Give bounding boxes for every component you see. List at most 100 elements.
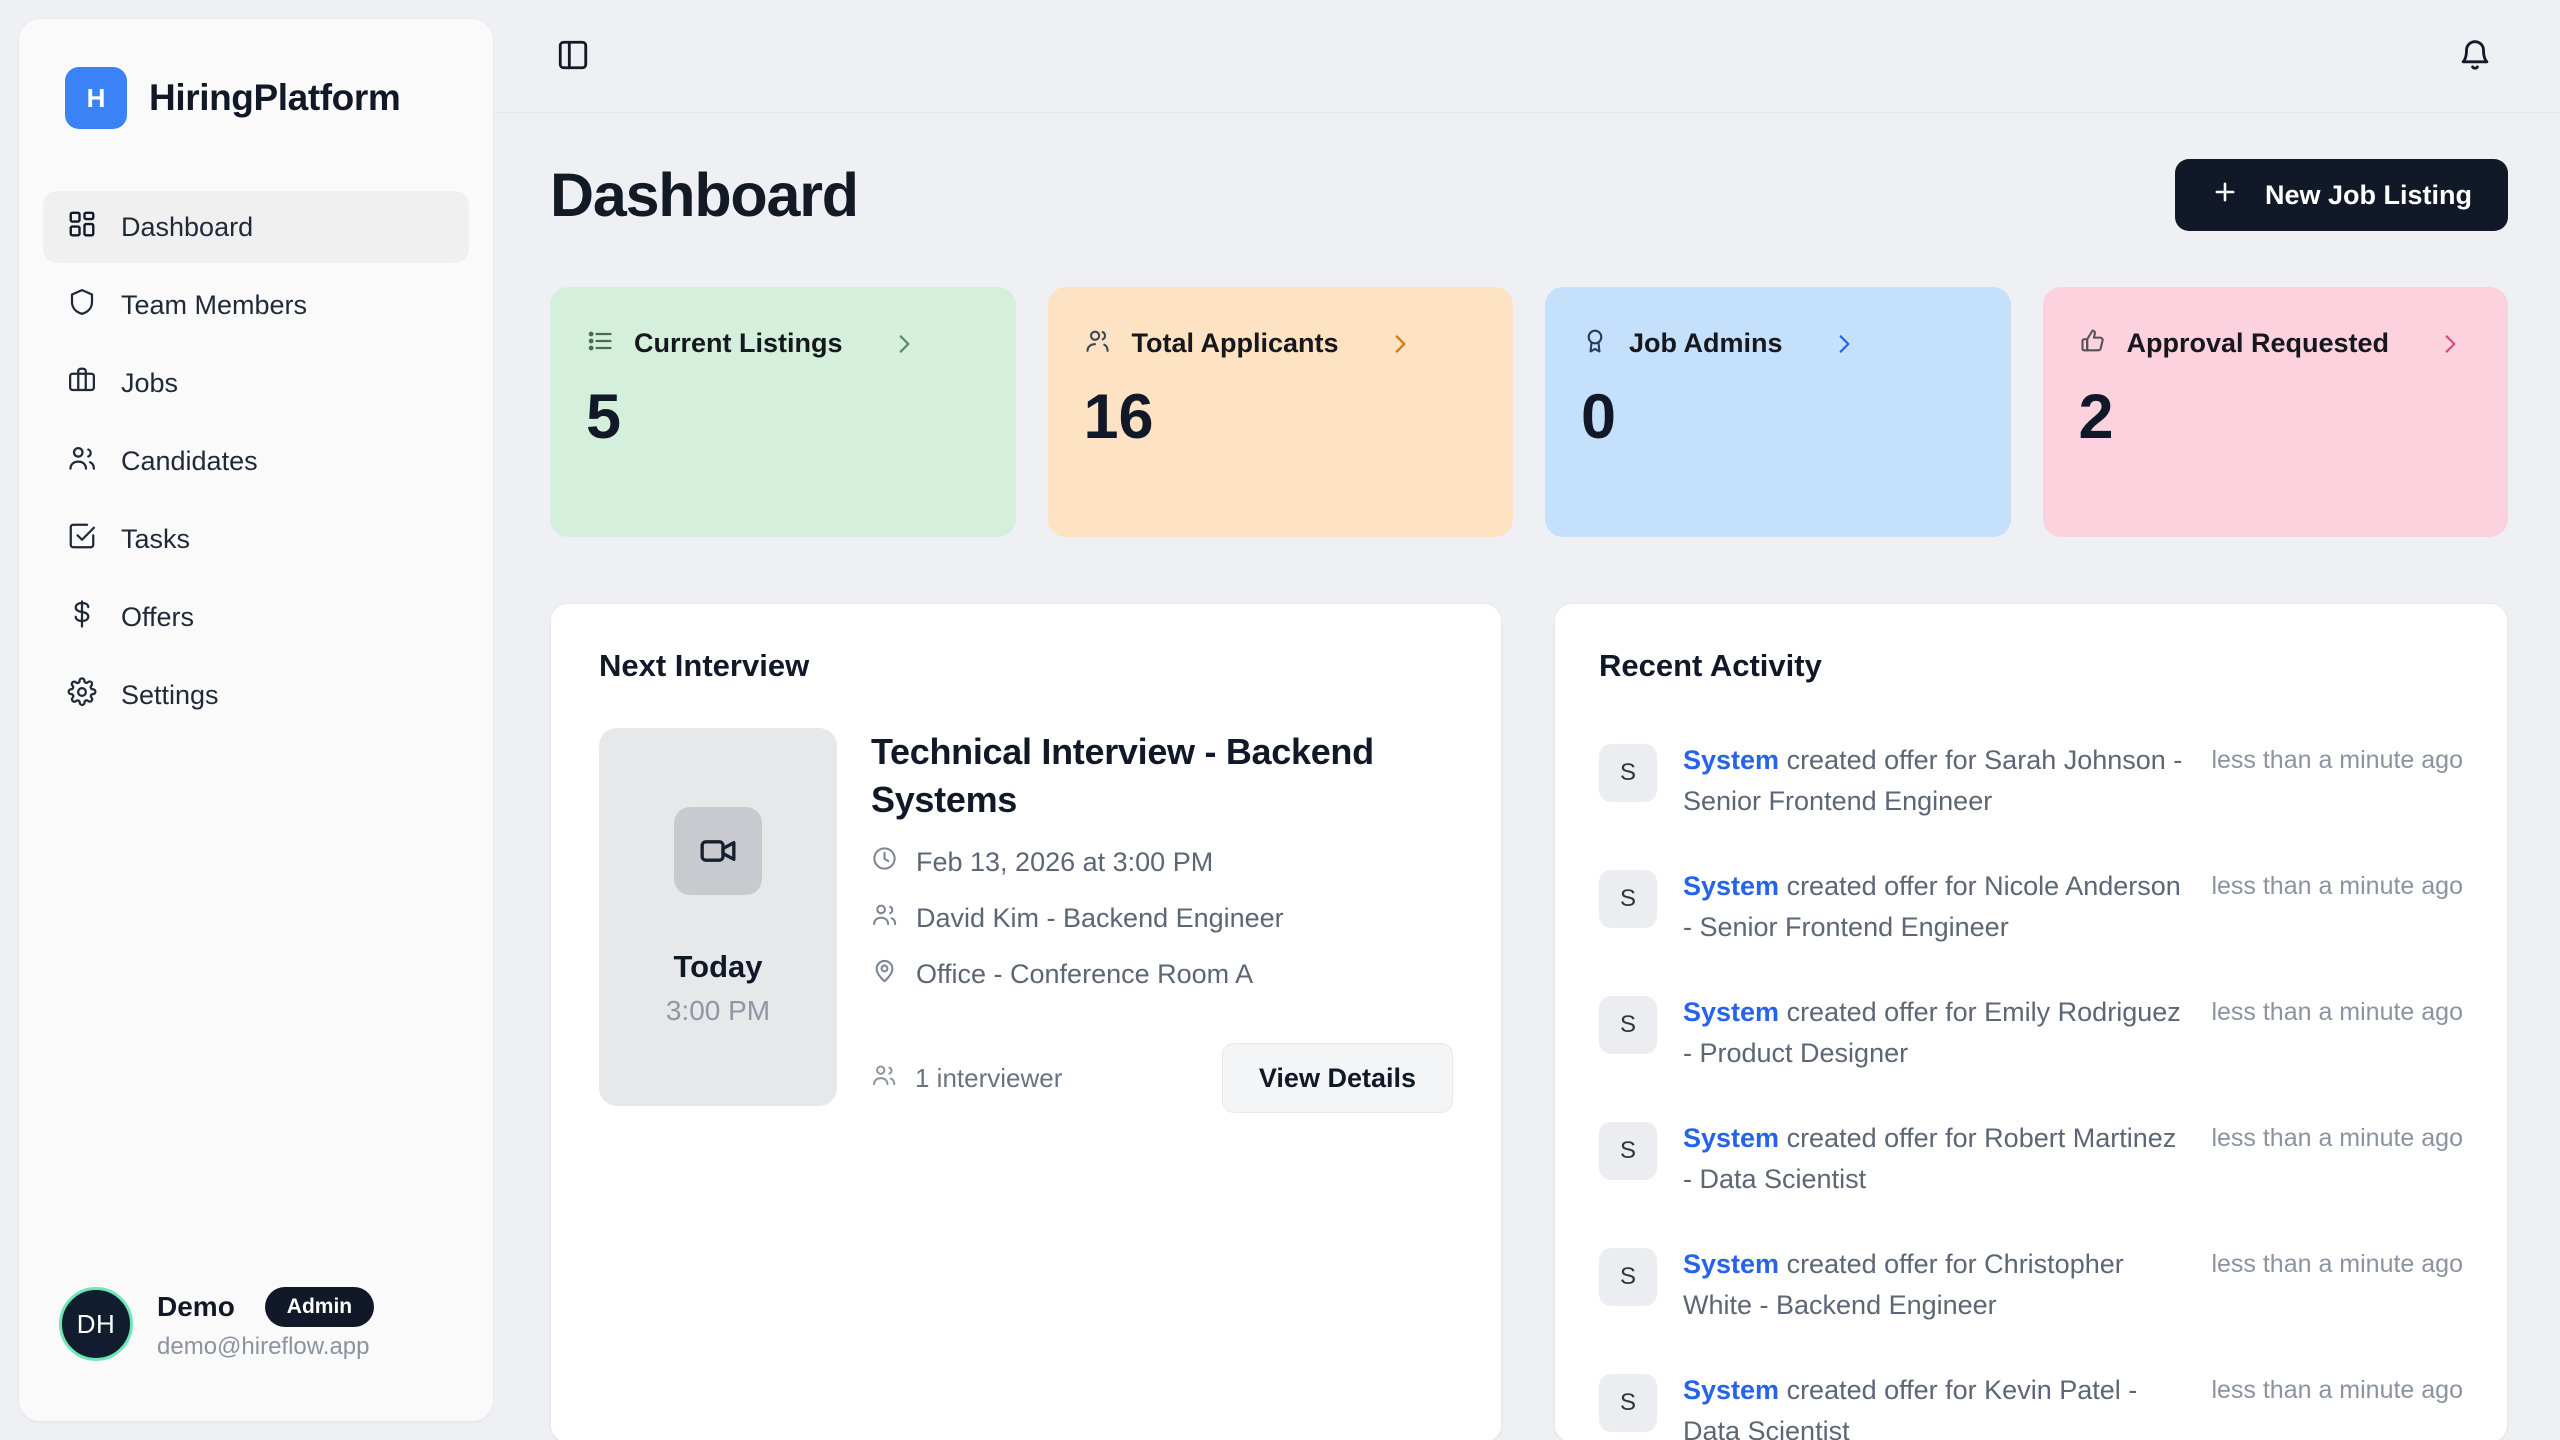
interview-title: Technical Interview - Backend Systems xyxy=(871,731,1374,820)
interviewer-count-row: 1 interviewer xyxy=(871,1062,1062,1095)
stat-value: 0 xyxy=(1581,382,1617,452)
sidebar-toggle-button[interactable] xyxy=(546,29,600,83)
activity-text: System created offer for Sarah Johnson -… xyxy=(1683,740,2185,822)
clock-icon xyxy=(871,845,898,879)
stat-label: Job Admins xyxy=(1629,328,1783,358)
stat-card-current-listings[interactable]: Current Listings 5 xyxy=(550,287,1016,537)
list-icon xyxy=(586,327,614,360)
next-interview-panel: Next Interview Today 3:00 PM Technical I… xyxy=(550,603,1502,1440)
check-square-icon xyxy=(67,521,97,558)
list-item[interactable]: S System created offer for Emily Rodrigu… xyxy=(1599,970,2463,1096)
list-item[interactable]: S System created offer for Sarah Johnson… xyxy=(1599,718,2463,844)
sidebar-item-jobs[interactable]: Jobs xyxy=(43,347,469,419)
recent-activity-panel: Recent Activity S System created offer f… xyxy=(1554,603,2508,1440)
activity-description: created offer for Kevin Patel - Data Sci… xyxy=(1683,1375,2138,1440)
gear-icon xyxy=(67,676,97,714)
interview-day-label: Today xyxy=(673,949,763,984)
sidebar-item-candidates[interactable]: Candidates xyxy=(43,425,469,497)
activity-description: created offer for Nicole Anderson - Seni… xyxy=(1683,871,2181,943)
chevron-right-icon xyxy=(891,331,917,357)
avatar: S xyxy=(1599,1374,1657,1433)
activity-text: System created offer for Nicole Anderson… xyxy=(1683,866,2185,948)
user-meta: Demo Admin demo@hireflow.app xyxy=(157,1287,375,1361)
sidebar-item-label: Dashboard xyxy=(121,211,254,242)
users-icon xyxy=(67,443,97,480)
stat-head: Current Listings xyxy=(586,327,980,360)
sidebar-item-label: Candidates xyxy=(121,445,258,476)
sidebar-item-team-members[interactable]: Team Members xyxy=(43,269,469,341)
activity-actor[interactable]: System xyxy=(1683,745,1780,775)
stat-card-job-admins[interactable]: Job Admins 0 xyxy=(1545,287,2011,537)
sidebar-item-tasks[interactable]: Tasks xyxy=(43,503,469,575)
activity-text: System created offer for Robert Martinez… xyxy=(1683,1118,2185,1200)
sidebar-user-profile[interactable]: DH Demo Admin demo@hireflow.app xyxy=(19,1287,493,1421)
panel-title: Recent Activity xyxy=(1599,648,1822,683)
stat-card-total-applicants[interactable]: Total Applicants 16 xyxy=(1047,287,1513,537)
activity-actor[interactable]: System xyxy=(1683,1249,1780,1280)
stat-head: Job Admins xyxy=(1581,327,1975,360)
view-details-button[interactable]: View Details xyxy=(1221,1043,1453,1114)
brand[interactable]: H HiringPlatform xyxy=(19,19,493,129)
brand-logo-icon: H xyxy=(65,67,127,129)
interview-details: Technical Interview - Backend Systems Fe… xyxy=(871,728,1453,1114)
activity-text: System created offer for Emily Rodriguez… xyxy=(1683,992,2185,1074)
interview-location: Office - Conference Room A xyxy=(916,958,1254,989)
list-item[interactable]: S System created offer for Nicole Anders… xyxy=(1599,844,2463,970)
notifications-button[interactable] xyxy=(2448,29,2502,83)
stat-value: 16 xyxy=(1083,382,1154,452)
interview-datetime-row: Feb 13, 2026 at 3:00 PM xyxy=(871,845,1453,879)
sidebar-item-label: Jobs xyxy=(121,367,179,398)
dollar-icon xyxy=(67,599,97,636)
activity-timestamp: less than a minute ago xyxy=(2211,746,2463,774)
activity-actor[interactable]: System xyxy=(1683,1123,1780,1154)
avatar: DH xyxy=(59,1287,133,1361)
stat-label: Total Applicants xyxy=(1131,328,1339,358)
sidebar-spacer xyxy=(19,731,493,1287)
sidebar-item-dashboard[interactable]: Dashboard xyxy=(43,191,469,263)
sidebar-nav: Dashboard Team Members Jobs xyxy=(19,191,493,731)
stat-label: Approval Requested xyxy=(2126,328,2390,358)
stat-card-approval-requested[interactable]: Approval Requested 2 xyxy=(2042,287,2508,537)
stat-value: 5 xyxy=(586,382,622,452)
avatar: S xyxy=(1599,744,1657,802)
panel-title: Next Interview xyxy=(599,648,810,683)
users-icon xyxy=(871,1062,897,1095)
list-item[interactable]: S System created offer for Kevin Patel -… xyxy=(1599,1348,2463,1440)
chevron-right-icon xyxy=(1831,331,1857,357)
grid-icon xyxy=(67,209,97,246)
stat-cards: Current Listings 5 Total Applicants xyxy=(550,287,2508,537)
video-icon xyxy=(674,807,762,895)
user-name: Demo xyxy=(157,1291,235,1322)
interview-day-tile: Today 3:00 PM xyxy=(599,728,837,1106)
avatar: S xyxy=(1599,870,1657,929)
activity-actor[interactable]: System xyxy=(1683,871,1780,902)
dashboard-panels: Next Interview Today 3:00 PM Technical I… xyxy=(550,603,2508,1440)
avatar: S xyxy=(1599,1248,1657,1307)
activity-timestamp: less than a minute ago xyxy=(2211,998,2463,1027)
sidebar-item-offers[interactable]: Offers xyxy=(43,581,469,653)
users-icon xyxy=(871,901,898,935)
new-job-listing-label: New Job Listing xyxy=(2264,179,2472,210)
interview-footer: 1 interviewer View Details xyxy=(871,1043,1453,1114)
sidebar-item-label: Settings xyxy=(121,679,219,710)
bell-icon xyxy=(2458,38,2492,75)
shield-icon xyxy=(67,287,97,324)
activity-actor[interactable]: System xyxy=(1683,1375,1780,1406)
interview-participant-row: David Kim - Backend Engineer xyxy=(871,901,1453,935)
list-item[interactable]: S System created offer for Christopher W… xyxy=(1599,1222,2463,1348)
activity-description: created offer for Emily Rodriguez - Prod… xyxy=(1683,997,2181,1069)
topbar xyxy=(494,0,2560,113)
panel-left-icon xyxy=(556,38,590,75)
sidebar-item-settings[interactable]: Settings xyxy=(43,659,469,731)
award-icon xyxy=(1581,327,1609,360)
activity-actor[interactable]: System xyxy=(1683,997,1780,1028)
activity-list: S System created offer for Sarah Johnson… xyxy=(1599,718,2463,1440)
interviewer-count: 1 interviewer xyxy=(915,1062,1063,1093)
stat-head: Total Applicants xyxy=(1084,327,1478,360)
activity-timestamp: less than a minute ago xyxy=(2211,1376,2463,1405)
activity-text: System created offer for Kevin Patel - D… xyxy=(1683,1370,2185,1440)
new-job-listing-button[interactable]: New Job Listing xyxy=(2174,159,2508,231)
activity-text: System created offer for Christopher Whi… xyxy=(1683,1244,2185,1326)
status-badge: Admin xyxy=(264,1287,375,1327)
list-item[interactable]: S System created offer for Robert Martin… xyxy=(1599,1096,2463,1222)
